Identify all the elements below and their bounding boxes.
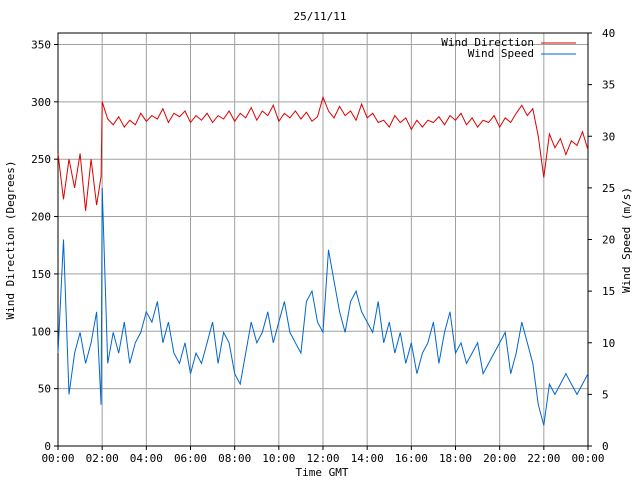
chart-title: 25/11/11 xyxy=(294,10,347,23)
y-left-tick-label: 150 xyxy=(31,268,51,281)
x-tick-label: 06:00 xyxy=(174,452,207,465)
x-tick-label: 04:00 xyxy=(130,452,163,465)
y-left-tick-label: 50 xyxy=(38,383,51,396)
y-right-tick-label: 30 xyxy=(602,130,615,143)
grid-lines xyxy=(58,33,588,446)
x-axis-label: Time GMT xyxy=(296,466,349,479)
y-left-tick-label: 350 xyxy=(31,38,51,51)
y-right-tick-label: 5 xyxy=(602,388,609,401)
x-tick-label: 16:00 xyxy=(395,452,428,465)
y-right-tick-label: 15 xyxy=(602,285,615,298)
y-right-tick-label: 20 xyxy=(602,234,615,247)
y-right-tick-label: 10 xyxy=(602,337,615,350)
y-right-tick-label: 35 xyxy=(602,79,615,92)
y-left-tick-label: 0 xyxy=(44,440,51,453)
y-right-tick-label: 0 xyxy=(602,440,609,453)
x-tick-label: 02:00 xyxy=(86,452,119,465)
axis-ticks: 00:00 02:00 04:00 06:00 08:00 10:00 12:00 14:00… xyxy=(31,27,615,465)
y-left-tick-label: 250 xyxy=(31,153,51,166)
x-tick-label: 18:00 xyxy=(439,452,472,465)
x-tick-label: 08:00 xyxy=(218,452,251,465)
x-tick-label: 22:00 xyxy=(527,452,560,465)
y-left-tick-label: 100 xyxy=(31,325,51,338)
x-tick-label: 00:00 xyxy=(571,452,604,465)
series-layer xyxy=(57,95,589,426)
x-tick-label: 10:00 xyxy=(262,452,295,465)
series-line-wind-direction xyxy=(57,95,589,211)
y-right-tick-label: 25 xyxy=(602,182,615,195)
legend-label-wind-direction: Wind Direction xyxy=(441,36,534,49)
y-right-tick-label: 40 xyxy=(602,27,615,40)
series-line-wind-speed xyxy=(57,187,589,426)
y-left-tick-label: 200 xyxy=(31,211,51,224)
legend: Wind Direction Wind Speed xyxy=(441,36,576,60)
x-tick-label: 12:00 xyxy=(306,452,339,465)
x-tick-label: 14:00 xyxy=(351,452,384,465)
y-axis-left-label: Wind Direction (Degrees) xyxy=(4,161,17,320)
y-axis-right-label: Wind Speed (m/s) xyxy=(620,187,633,293)
x-tick-label: 20:00 xyxy=(483,452,516,465)
y-left-tick-label: 300 xyxy=(31,96,51,109)
x-tick-label: 00:00 xyxy=(41,452,74,465)
legend-label-wind-speed: Wind Speed xyxy=(468,47,534,60)
